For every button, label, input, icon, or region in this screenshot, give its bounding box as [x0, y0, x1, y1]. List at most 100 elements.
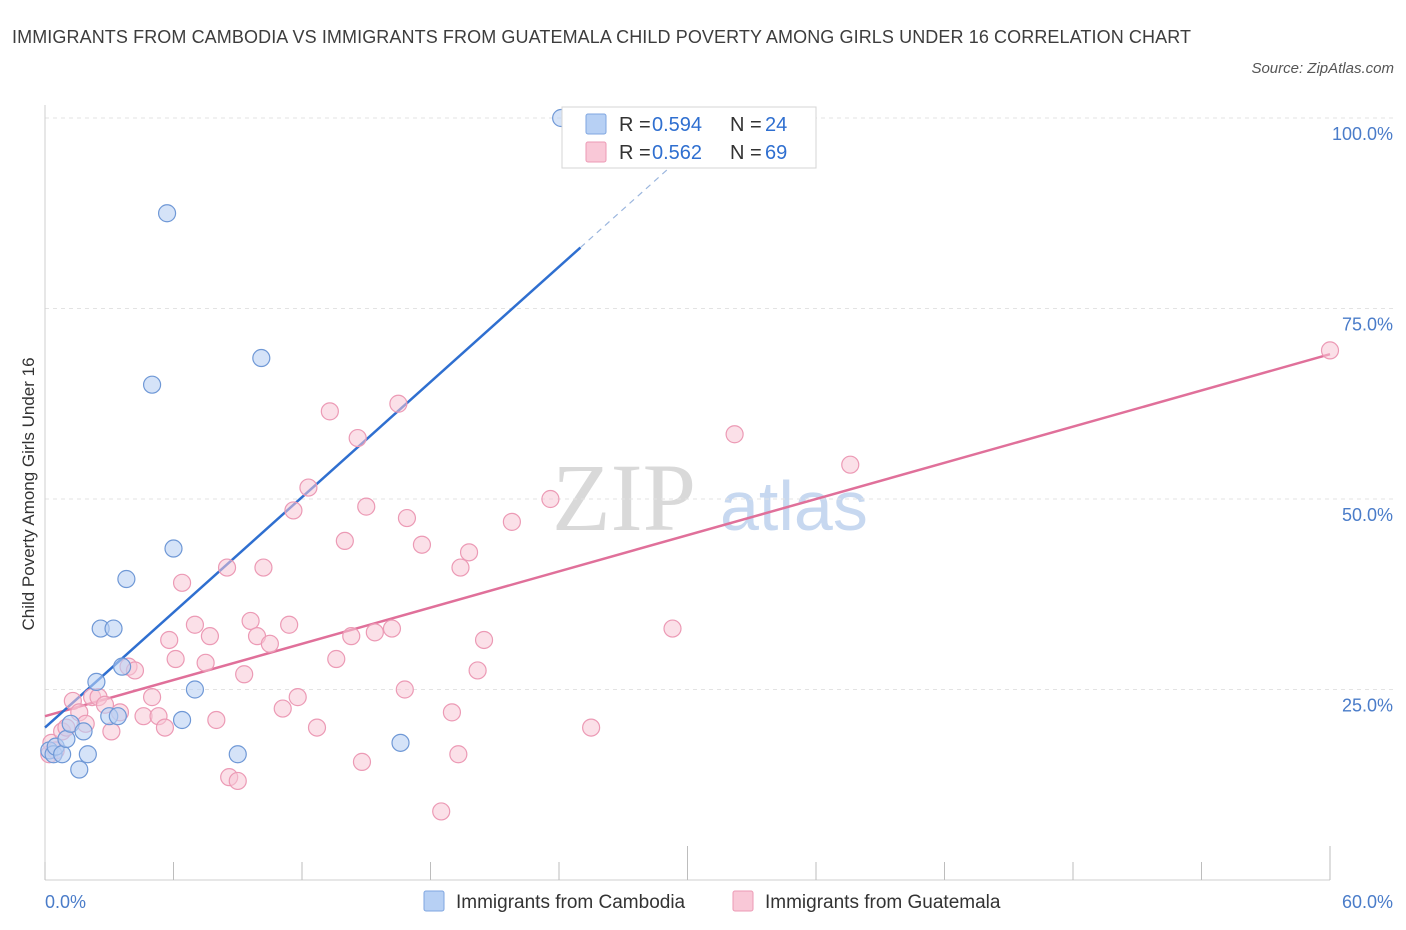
point-cambodia	[104, 619, 123, 638]
legend-swatch-guatemala	[585, 141, 607, 163]
point-guatemala	[102, 722, 121, 741]
point-cambodia	[53, 745, 72, 764]
point-guatemala	[432, 802, 451, 821]
gridlines	[45, 117, 1395, 690]
y-tick-label: 25.0%	[1342, 696, 1393, 716]
y-tick-label: 75.0%	[1342, 315, 1393, 335]
point-cambodia	[117, 569, 136, 589]
point-guatemala	[582, 718, 601, 737]
series-cambodia-points	[40, 108, 571, 779]
trend-line-cambodia-extension	[580, 151, 688, 248]
x-tick-min: 0.0%	[45, 892, 86, 912]
point-guatemala	[335, 531, 354, 551]
point-guatemala	[172, 573, 192, 592]
point-cambodia	[391, 733, 410, 752]
point-cambodia	[108, 707, 127, 726]
point-guatemala	[449, 745, 468, 764]
point-guatemala	[241, 611, 260, 631]
point-guatemala	[228, 771, 247, 791]
point-guatemala	[459, 543, 479, 562]
point-guatemala	[502, 512, 521, 531]
y-axis-label: Child Poverty Among Girls Under 16	[19, 357, 38, 630]
y-tick-label: 100.0%	[1332, 124, 1393, 144]
point-guatemala	[389, 394, 408, 413]
point-cambodia	[57, 729, 76, 749]
point-guatemala	[541, 489, 560, 509]
point-guatemala	[841, 455, 860, 474]
point-cambodia	[112, 657, 132, 676]
y-tick-labels: 25.0% 50.0% 75.0% 100.0%	[1332, 124, 1393, 716]
point-guatemala	[382, 619, 402, 638]
point-guatemala	[395, 680, 414, 699]
point-guatemala	[288, 688, 307, 707]
point-guatemala	[254, 558, 273, 577]
point-cambodia	[252, 348, 271, 368]
point-guatemala	[357, 497, 376, 516]
legend-r-guatemala: 0.562	[652, 142, 702, 164]
point-guatemala	[284, 501, 303, 520]
point-cambodia	[185, 680, 205, 699]
trend-line-guatemala	[44, 353, 1331, 718]
point-guatemala	[185, 615, 205, 634]
bottom-legend-swatch-guatemala	[732, 890, 754, 912]
legend-swatch-cambodia	[585, 113, 607, 135]
point-guatemala	[166, 649, 185, 669]
point-guatemala	[217, 558, 237, 577]
point-guatemala	[307, 718, 327, 737]
point-guatemala	[142, 688, 162, 707]
point-guatemala	[160, 630, 179, 650]
point-cambodia	[70, 760, 89, 779]
point-guatemala	[348, 428, 367, 448]
point-cambodia	[164, 539, 183, 558]
legend-n-cambodia: 24	[765, 114, 787, 136]
point-guatemala	[327, 649, 346, 669]
point-guatemala	[207, 710, 226, 730]
point-cambodia	[87, 672, 106, 691]
point-cambodia	[74, 722, 93, 741]
bottom-legend-swatch-cambodia	[423, 890, 445, 912]
point-cambodia	[142, 375, 162, 394]
trend-lines	[44, 151, 1331, 729]
point-guatemala	[663, 619, 682, 638]
legend-r-cambodia: 0.594	[652, 114, 702, 136]
watermark-zip: ZIP	[552, 444, 696, 551]
chart-title: IMMIGRANTS FROM CAMBODIA VS IMMIGRANTS F…	[12, 27, 1192, 47]
stats-legend: R = 0.594 N = 24 R = 0.562 N = 69	[561, 106, 817, 169]
point-guatemala	[299, 478, 318, 497]
point-guatemala	[365, 623, 384, 642]
point-guatemala	[451, 558, 470, 577]
series-legend: Immigrants from Cambodia Immigrants from…	[423, 890, 1001, 913]
point-guatemala	[320, 402, 339, 421]
legend-n-label-cambodia: N =	[730, 114, 762, 136]
point-guatemala	[200, 627, 220, 646]
point-guatemala	[155, 718, 175, 737]
point-guatemala	[474, 630, 494, 650]
point-cambodia	[228, 745, 247, 764]
legend-r-label-guatemala: R =	[619, 142, 651, 164]
point-guatemala	[342, 627, 361, 646]
point-guatemala	[468, 661, 487, 680]
point-cambodia	[78, 745, 97, 764]
legend-r-label-cambodia: R =	[619, 114, 651, 136]
bottom-legend-label-guatemala: Immigrants from Guatemala	[765, 892, 1001, 913]
source-credit: Source: ZipAtlas.com	[1251, 60, 1394, 77]
point-guatemala	[196, 653, 215, 672]
legend-n-label-guatemala: N =	[730, 142, 762, 164]
point-guatemala	[442, 703, 462, 722]
point-guatemala	[1320, 341, 1340, 360]
y-tick-label: 50.0%	[1342, 505, 1393, 525]
x-tick-max: 60.0%	[1342, 892, 1393, 912]
point-guatemala	[280, 615, 299, 634]
legend-n-guatemala: 69	[765, 142, 787, 164]
point-guatemala	[397, 508, 417, 528]
point-guatemala	[352, 752, 372, 771]
point-cambodia	[172, 710, 192, 730]
point-guatemala	[725, 425, 744, 444]
point-guatemala	[235, 665, 254, 684]
point-guatemala	[412, 535, 432, 554]
point-cambodia	[157, 204, 177, 223]
point-guatemala	[260, 634, 279, 653]
bottom-legend-label-cambodia: Immigrants from Cambodia	[456, 892, 686, 913]
point-guatemala	[273, 699, 292, 718]
